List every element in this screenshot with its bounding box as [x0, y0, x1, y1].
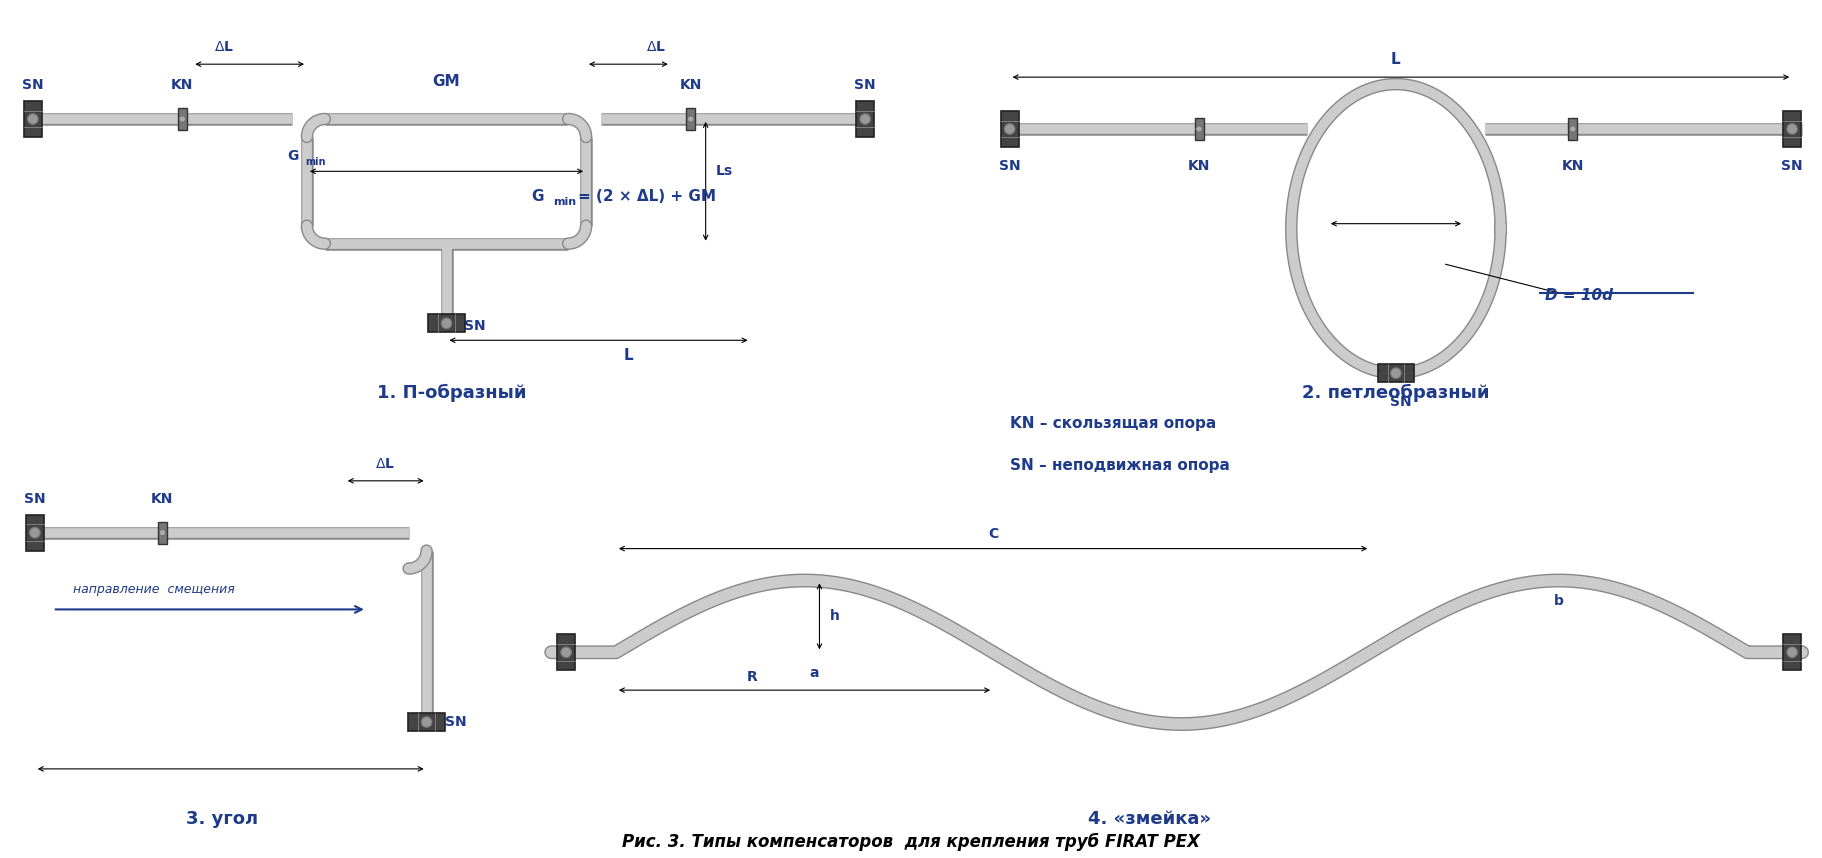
Text: SN: SN — [1390, 396, 1412, 409]
Text: KN: KN — [1561, 159, 1583, 172]
Circle shape — [1571, 126, 1576, 132]
Text: C: C — [988, 527, 998, 541]
Circle shape — [1390, 368, 1401, 378]
Text: min: min — [554, 196, 576, 207]
FancyBboxPatch shape — [159, 522, 168, 544]
FancyBboxPatch shape — [1000, 111, 1018, 147]
Circle shape — [441, 318, 452, 329]
Circle shape — [159, 529, 166, 536]
Text: SN: SN — [24, 492, 46, 505]
FancyBboxPatch shape — [1784, 634, 1802, 670]
FancyBboxPatch shape — [179, 108, 188, 130]
FancyBboxPatch shape — [1377, 364, 1414, 383]
FancyBboxPatch shape — [24, 101, 42, 137]
Text: D = 10d: D = 10d — [1545, 288, 1614, 304]
Circle shape — [29, 528, 40, 538]
Circle shape — [421, 716, 432, 728]
Circle shape — [687, 116, 694, 122]
Text: KN: KN — [1188, 159, 1210, 172]
FancyBboxPatch shape — [856, 101, 875, 137]
Text: SN: SN — [445, 715, 466, 729]
Text: SN: SN — [855, 78, 876, 92]
Text: направление  смещения: направление смещения — [73, 583, 235, 596]
Circle shape — [179, 116, 186, 122]
Text: $\Delta$L: $\Delta$L — [645, 40, 665, 54]
FancyBboxPatch shape — [1569, 118, 1578, 140]
Text: min: min — [304, 157, 326, 167]
Circle shape — [27, 114, 38, 124]
Text: KN: KN — [680, 78, 701, 92]
Circle shape — [1787, 124, 1798, 135]
Text: h: h — [829, 609, 840, 624]
Text: R: R — [747, 670, 758, 684]
Text: SN: SN — [465, 319, 486, 334]
Text: 3. угол: 3. угол — [186, 810, 259, 828]
FancyBboxPatch shape — [1784, 111, 1802, 147]
Text: KN – скользящая опора: KN – скользящая опора — [1009, 415, 1215, 431]
Text: GM: GM — [432, 74, 461, 89]
Text: 1. П-образный: 1. П-образный — [377, 384, 527, 402]
Text: 4. «змейка»: 4. «змейка» — [1088, 810, 1212, 828]
Text: G: G — [532, 190, 543, 204]
Text: a: a — [809, 666, 820, 680]
FancyBboxPatch shape — [408, 713, 445, 731]
Text: SN: SN — [22, 78, 44, 92]
Text: KN: KN — [171, 78, 193, 92]
FancyBboxPatch shape — [428, 314, 465, 332]
Circle shape — [860, 114, 871, 124]
Circle shape — [561, 647, 572, 657]
Text: $\Delta$L: $\Delta$L — [375, 456, 395, 471]
Text: L: L — [1392, 52, 1401, 67]
Text: Ls: Ls — [716, 165, 732, 178]
Circle shape — [1787, 647, 1798, 657]
Circle shape — [1195, 126, 1203, 132]
Text: SN – неподвижная опора: SN – неподвижная опора — [1009, 458, 1230, 474]
FancyBboxPatch shape — [1195, 118, 1204, 140]
Text: KN: KN — [151, 492, 173, 505]
Text: G: G — [288, 149, 299, 163]
Text: $\Delta$L: $\Delta$L — [215, 40, 235, 54]
Text: b: b — [1554, 595, 1563, 608]
Text: Рис. 3. Типы компенсаторов  для крепления труб FIRAT PEX: Рис. 3. Типы компенсаторов для крепления… — [621, 832, 1201, 850]
FancyBboxPatch shape — [558, 634, 576, 670]
Circle shape — [1004, 124, 1015, 135]
Text: SN: SN — [998, 159, 1020, 172]
Text: = (2 × ΔL) + GM: = (2 × ΔL) + GM — [578, 190, 716, 204]
Text: 2. петлеобразный: 2. петлеобразный — [1303, 384, 1490, 402]
FancyBboxPatch shape — [687, 108, 696, 130]
FancyBboxPatch shape — [26, 515, 44, 551]
Text: L: L — [623, 348, 634, 363]
Text: SN: SN — [1782, 159, 1804, 172]
